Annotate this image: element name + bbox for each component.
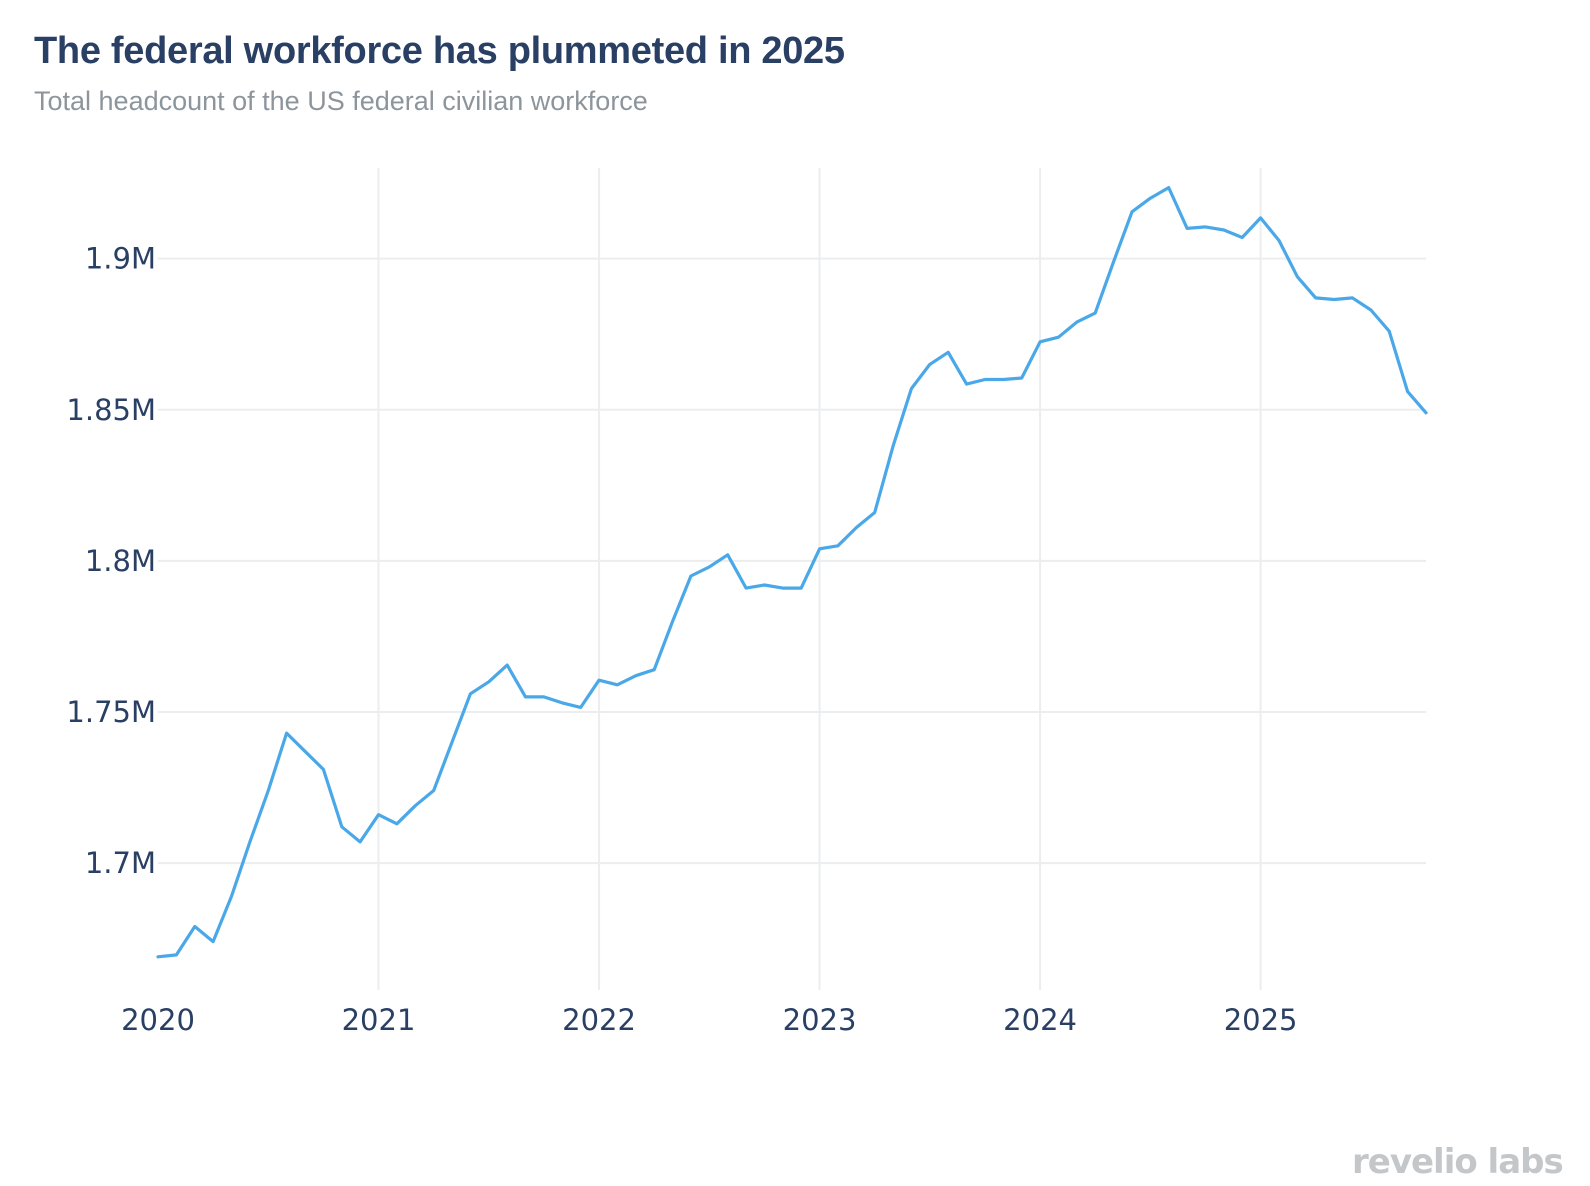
data-point [358,840,362,844]
data-point [854,526,858,530]
data-point [762,583,766,587]
data-point [946,350,950,354]
y-tick-label: 1.9M [85,242,156,276]
data-point [193,925,197,929]
grid-lines [158,168,1426,990]
data-point [1314,296,1318,300]
data-point [744,586,748,590]
data-point [634,674,638,678]
data-point [377,813,381,817]
data-point [652,668,656,672]
data-point [505,663,509,667]
data-point [928,362,932,366]
data-point [1222,228,1226,232]
data-point [321,767,325,771]
data-point [524,695,528,699]
data-point [579,705,583,709]
y-tick-label: 1.7M [85,846,156,880]
x-tick-label: 2021 [342,1003,416,1037]
y-tick-label: 1.75M [66,695,156,729]
x-axis-ticks: 2020 2021 2022 2023 2024 2025 [121,1003,1297,1037]
x-tick-label: 2022 [562,1003,636,1037]
data-point [671,619,675,623]
data-point [615,683,619,687]
data-point [726,553,730,557]
data-point [395,822,399,826]
data-point [1204,225,1208,229]
data-point [248,840,252,844]
data-point [781,586,785,590]
data-point [340,825,344,829]
data-point [230,894,234,898]
data-point [1093,311,1097,315]
chart-subtitle: Total headcount of the US federal civili… [34,86,648,116]
data-point [597,678,601,682]
data-point [266,789,270,793]
data-point [1332,298,1336,302]
data-point [1424,411,1428,415]
data-point [965,382,969,386]
data-point [560,701,564,705]
data-point [1038,340,1042,344]
data-point [285,731,289,735]
data-point [1369,308,1373,312]
y-tick-label: 1.85M [66,393,156,427]
data-point [156,955,160,959]
chart-title: The federal workforce has plummeted in 2… [34,30,845,72]
data-point [707,565,711,569]
data-point [1185,226,1189,230]
data-point [799,586,803,590]
revelio-labs-logo: revelio labs [1352,1142,1564,1182]
data-point [542,695,546,699]
series-line [156,186,1428,959]
data-point [836,544,840,548]
x-tick-label: 2024 [1003,1003,1077,1037]
data-point [1240,236,1244,240]
data-point [983,378,987,382]
data-point [211,940,215,944]
data-point [1075,320,1079,324]
data-point [1295,275,1299,279]
data-point [413,804,417,808]
x-tick-label: 2025 [1224,1003,1298,1037]
data-point [1406,390,1410,394]
x-tick-label: 2020 [121,1003,195,1037]
data-point [468,692,472,696]
data-point [818,547,822,551]
data-point [1130,210,1134,214]
data-point [450,740,454,744]
data-point [873,511,877,515]
data-point [487,680,491,684]
x-tick-label: 2023 [783,1003,857,1037]
data-point [1112,260,1116,264]
data-point [909,387,913,391]
data-point [432,789,436,793]
data-point [689,574,693,578]
data-point [1148,196,1152,200]
data-point [1167,186,1171,190]
y-axis-ticks: 1.7M 1.75M 1.8M 1.85M 1.9M [66,242,156,880]
data-point [1057,335,1061,339]
data-point [1259,216,1263,220]
data-point [891,444,895,448]
data-point [303,749,307,753]
data-point [1001,378,1005,382]
data-point [1351,296,1355,300]
data-point [1020,376,1024,380]
data-point [1387,329,1391,333]
data-point [1277,239,1281,243]
data-point [174,953,178,957]
y-tick-label: 1.8M [85,544,156,578]
series-group [156,186,1428,959]
